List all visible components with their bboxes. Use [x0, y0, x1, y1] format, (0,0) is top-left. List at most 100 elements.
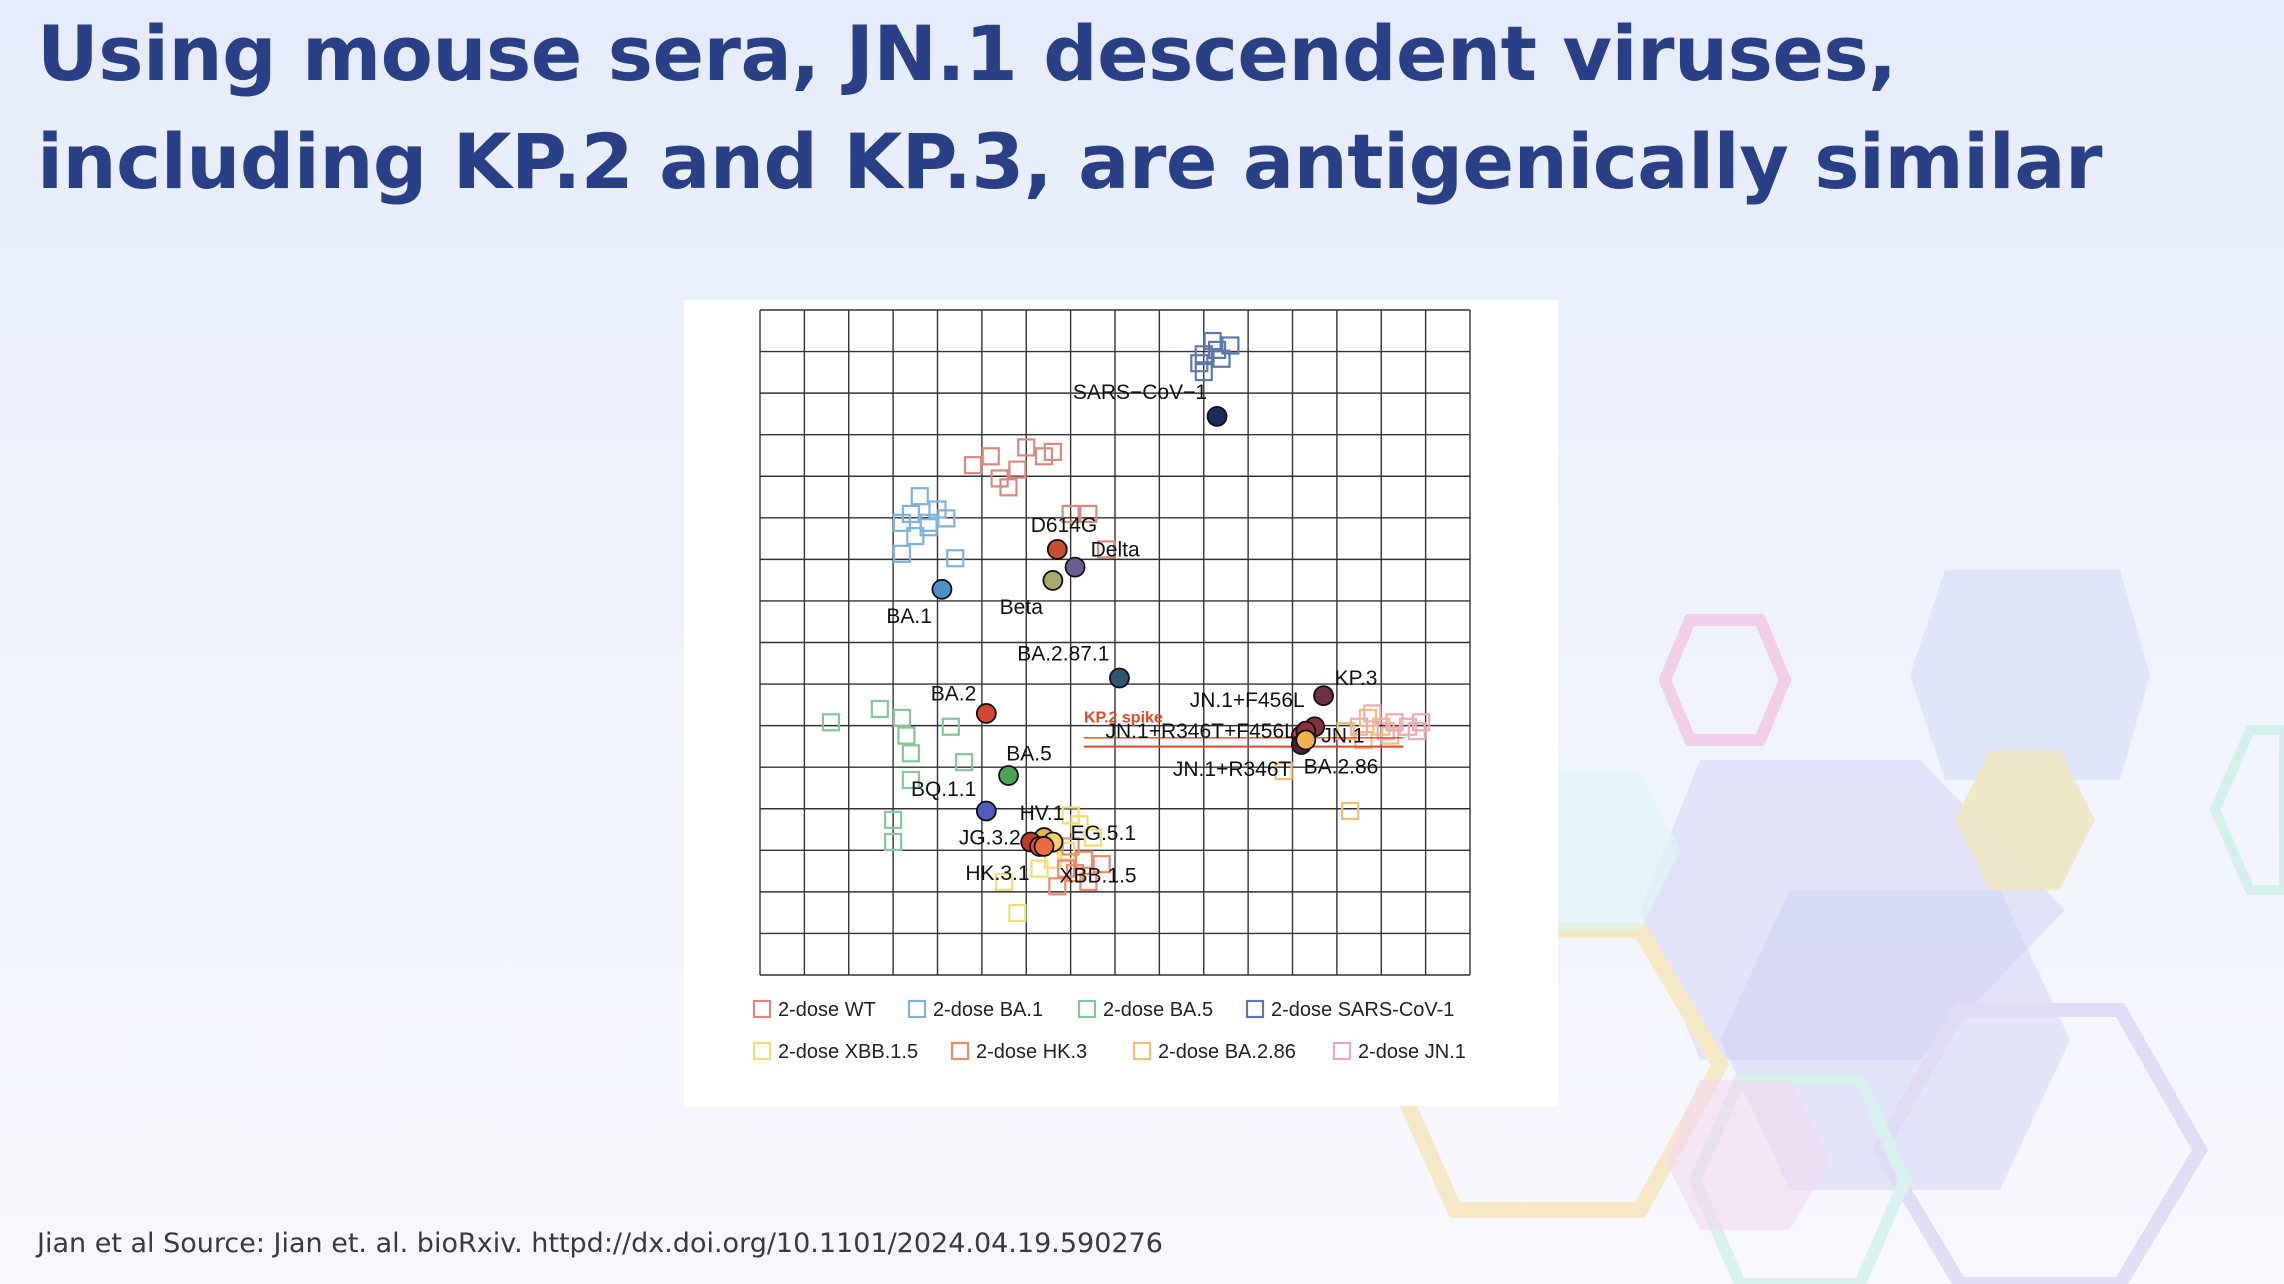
serum-square	[1336, 722, 1355, 741]
legend-label: 2-dose JN.1	[1358, 1041, 1466, 1063]
virus-point	[975, 703, 997, 724]
serum-square	[1341, 801, 1360, 821]
serum-square	[1412, 713, 1431, 732]
virus-point	[1313, 685, 1334, 707]
serum-square	[946, 549, 965, 568]
serum-square	[1349, 717, 1369, 736]
virus-label: BA.5	[1006, 742, 1052, 765]
virus-point	[1046, 538, 1068, 560]
serum-square	[1048, 877, 1067, 896]
serum-square	[870, 699, 889, 719]
serum-square	[1354, 730, 1373, 750]
virus-point	[998, 765, 1019, 786]
virus-label: BA.2.87.1	[1017, 643, 1109, 666]
kp2-spike-annotation: KP.2 spike	[1084, 709, 1163, 726]
serum-square	[884, 832, 903, 852]
legend-swatch	[752, 999, 772, 1019]
virus-label: Beta	[1000, 596, 1044, 619]
virus-point	[1109, 667, 1130, 689]
serum-square	[919, 518, 938, 537]
slide-title: Using mouse sera, JN.1 descendent viruse…	[37, 9, 2103, 206]
chart-legend: 2-dose WT 2-dose BA.1 2-dose BA.5 2-dose SA…	[752, 999, 1466, 1063]
serum-square	[981, 447, 1000, 466]
serum-square	[884, 810, 903, 829]
legend-swatch	[1077, 999, 1097, 1019]
virus-label: SARS−CoV−1	[1073, 381, 1207, 404]
legend-label: 2-dose BA.5	[1103, 999, 1213, 1021]
hexagon-shape	[2209, 725, 2284, 895]
serum-square	[1194, 362, 1213, 382]
serum-square	[1043, 442, 1062, 461]
serum-square	[1061, 837, 1080, 856]
chart-grid	[759, 309, 1471, 976]
hexagon-shape	[1955, 750, 2095, 890]
serum-square	[892, 708, 912, 727]
serum-square	[821, 713, 841, 732]
chart-annotation: KP.2 spike	[1083, 709, 1404, 748]
serum-square	[1079, 872, 1098, 892]
virus-label: JN.1	[1321, 725, 1364, 748]
serum-square	[955, 753, 974, 772]
virus-label: Delta	[1091, 538, 1140, 561]
virus-point	[975, 800, 997, 822]
virus-point	[1033, 836, 1055, 857]
hexagon-shape	[1665, 1080, 1830, 1230]
legend-item: 2-dose WT	[752, 999, 876, 1021]
virus-label: JG.3.2	[959, 827, 1021, 850]
serum-square	[1079, 504, 1098, 524]
serum-square	[999, 478, 1018, 497]
serum-square	[1083, 828, 1102, 847]
virus-point	[1042, 570, 1064, 591]
serum-square	[901, 744, 920, 763]
serum-square	[1057, 859, 1076, 878]
serum-square	[963, 456, 983, 475]
serum-square	[1097, 540, 1116, 559]
serum-square	[941, 717, 960, 736]
legend-item: 2-dose XBB.1.5	[752, 1041, 918, 1063]
legend-label: 2-dose XBB.1.5	[778, 1041, 918, 1063]
legend-label: 2-dose BA.2.86	[1158, 1041, 1296, 1063]
serum-square	[910, 487, 929, 506]
legend-label: 2-dose SARS-CoV-1	[1271, 999, 1454, 1021]
virus-point	[1064, 556, 1086, 578]
serum-square	[897, 726, 916, 745]
serum-square	[1203, 331, 1222, 351]
hexagon-shape	[1910, 570, 2150, 780]
virus-label: BA.2	[931, 682, 977, 705]
virus-label: BA.1	[886, 605, 932, 628]
legend-item: 2-dose SARS-CoV-1	[1245, 999, 1454, 1021]
legend-item: 2-dose HK.3	[950, 1041, 1087, 1063]
serum-square	[1008, 460, 1027, 479]
legend-swatch	[1245, 999, 1265, 1019]
serum-square	[1061, 504, 1080, 524]
serum-square	[1008, 903, 1027, 923]
legend-item: 2-dose JN.1	[1332, 1041, 1466, 1063]
virus-point	[1206, 406, 1228, 427]
source-citation: Jian et al Source: Jian et. al. bioRxiv.…	[37, 1228, 1163, 1259]
legend-item: 2-dose BA.2.86	[1132, 1041, 1296, 1063]
serum-square	[1274, 761, 1293, 781]
virus-points	[931, 406, 1334, 857]
serum-square	[1363, 704, 1382, 723]
virus-label: EG.5.1	[1071, 822, 1136, 845]
serum-square	[1212, 349, 1231, 368]
legend-item: 2-dose BA.5	[1077, 999, 1213, 1021]
serum-square	[1017, 438, 1036, 457]
legend-swatch	[907, 999, 927, 1019]
legend-swatch	[1132, 1041, 1152, 1061]
virus-label: D614G	[1031, 514, 1098, 537]
virus-label: JN.1+R346T+F456L	[1106, 720, 1296, 743]
virus-label: KP.3	[1335, 667, 1378, 690]
virus-label: BA.2.86	[1304, 756, 1379, 779]
antigenic-map-figure: KP.2 spike SARS−CoV−1 D614G Delta Beta BA.1 B…	[684, 300, 1558, 1106]
serum-square	[1376, 722, 1395, 741]
serum-square	[892, 513, 912, 532]
virus-label: HK.3.1	[965, 862, 1029, 885]
serum-square	[994, 872, 1014, 892]
serum-square	[1061, 806, 1080, 825]
serum-square	[937, 509, 956, 528]
virus-label: JN.1+R346T	[1173, 758, 1292, 781]
virus-point	[1295, 729, 1317, 751]
